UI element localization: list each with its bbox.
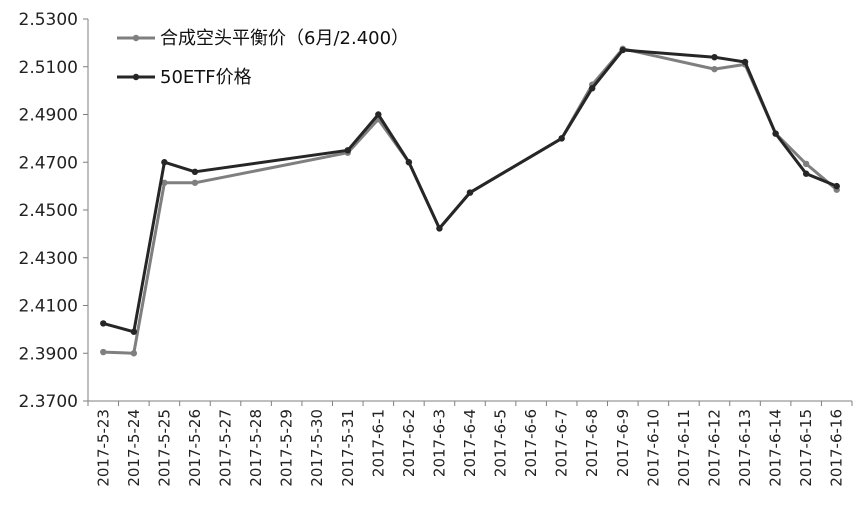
data-point bbox=[344, 147, 351, 154]
data-point bbox=[741, 58, 749, 66]
data-point bbox=[191, 168, 199, 175]
x-tick-label: 2017-6-13 bbox=[736, 409, 754, 487]
x-tick-label: 2017-5-26 bbox=[186, 409, 204, 487]
data-point bbox=[161, 159, 168, 166]
data-point bbox=[589, 85, 596, 92]
legend: 合成空头平衡价（6月/2.400） 50ETF价格 bbox=[117, 28, 409, 88]
data-point bbox=[558, 135, 565, 142]
series-line-1 bbox=[103, 47, 838, 355]
x-axis: 2017-5-23 2017-5-24 2017-5-25 2017-5-26 2017… bbox=[87, 400, 853, 487]
y-tick-label: 2.4100 bbox=[19, 297, 78, 317]
x-tick-label: 2017-5-25 bbox=[155, 409, 173, 487]
x-tick-label: 2017-6-1 bbox=[369, 409, 387, 477]
x-tick-label: 2017-6-15 bbox=[797, 409, 815, 487]
y-tick-label: 2.3700 bbox=[19, 392, 78, 412]
y-tick-label: 2.4500 bbox=[19, 201, 78, 221]
x-tick-label: 2017-5-28 bbox=[247, 409, 265, 487]
data-point bbox=[619, 46, 626, 54]
x-tick-label: 2017-5-23 bbox=[94, 409, 112, 487]
data-point bbox=[100, 320, 107, 327]
data-point bbox=[466, 189, 474, 196]
x-tick-label: 2017-5-27 bbox=[217, 409, 235, 487]
x-tick-label: 2017-5-24 bbox=[125, 409, 143, 487]
legend-swatch-marker bbox=[132, 34, 140, 42]
y-tick-label: 2.4700 bbox=[19, 153, 78, 173]
data-point bbox=[833, 182, 840, 190]
data-point bbox=[802, 160, 810, 168]
data-point bbox=[405, 159, 413, 166]
legend-label: 50ETF价格 bbox=[160, 67, 252, 88]
y-tick-label: 2.4300 bbox=[19, 249, 78, 269]
y-axis: 2.3700 2.3900 2.4100 2.4300 2.4500 2.4700 2.49… bbox=[19, 10, 89, 412]
y-tick-label: 2.4900 bbox=[19, 106, 78, 126]
x-tick-label: 2017-6-14 bbox=[767, 409, 785, 487]
x-tick-label: 2017-6-2 bbox=[400, 409, 418, 477]
data-point bbox=[772, 130, 779, 137]
x-tick-label: 2017-6-3 bbox=[430, 409, 448, 477]
x-tick-label: 2017-6-11 bbox=[675, 409, 693, 487]
x-tick-label: 2017-5-31 bbox=[339, 409, 357, 487]
legend-swatch-marker bbox=[132, 73, 140, 81]
data-point bbox=[130, 328, 138, 335]
x-tick-label: 2017-6-10 bbox=[644, 409, 662, 487]
x-tick-label: 2017-6-8 bbox=[583, 409, 601, 477]
x-tick-label: 2017-6-7 bbox=[553, 409, 571, 477]
y-tick-label: 2.5300 bbox=[19, 10, 78, 30]
x-tick-label: 2017-6-6 bbox=[522, 409, 540, 477]
data-point bbox=[436, 225, 443, 232]
y-tick-label: 2.3900 bbox=[19, 344, 78, 364]
y-tick-label: 2.5100 bbox=[19, 58, 78, 78]
data-point bbox=[130, 350, 138, 357]
data-point bbox=[161, 179, 168, 186]
x-tick-label: 2017-6-9 bbox=[614, 409, 632, 477]
x-tick-label: 2017-6-12 bbox=[705, 409, 723, 487]
data-point bbox=[375, 111, 382, 118]
series-lines bbox=[100, 45, 840, 357]
data-point bbox=[711, 65, 718, 73]
data-point bbox=[802, 170, 810, 177]
x-tick-label: 2017-6-4 bbox=[461, 409, 479, 477]
x-tick-label: 2017-6-5 bbox=[492, 409, 510, 477]
x-tick-label: 2017-6-16 bbox=[828, 409, 846, 487]
legend-label: 合成空头平衡价（6月/2.400） bbox=[160, 28, 409, 49]
data-point bbox=[100, 348, 107, 356]
x-tick-label: 2017-5-30 bbox=[308, 409, 326, 487]
x-tick-label: 2017-5-29 bbox=[278, 409, 296, 487]
data-point bbox=[191, 179, 199, 186]
data-point bbox=[711, 54, 718, 61]
